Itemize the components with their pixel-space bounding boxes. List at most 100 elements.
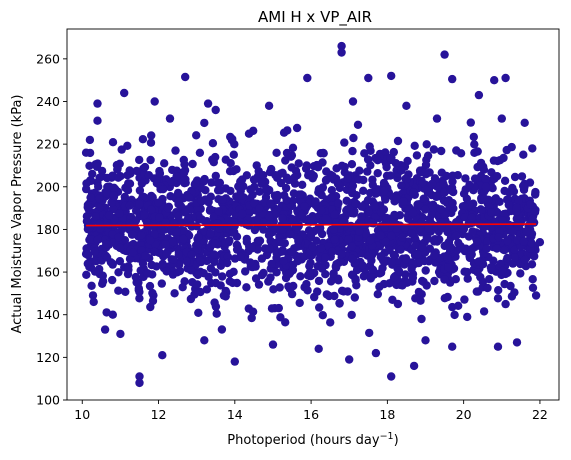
cloud-point [487, 208, 496, 217]
cloud-point [171, 146, 180, 155]
cloud-point [241, 219, 251, 229]
cloud-point [247, 243, 256, 253]
cloud-point [294, 235, 303, 244]
cloud-point [482, 244, 491, 254]
cloud-point [481, 174, 490, 184]
cloud-point [365, 142, 374, 151]
cloud-point [228, 228, 238, 237]
data-point [81, 148, 91, 157]
cloud-point [196, 256, 205, 265]
cloud-point [473, 147, 482, 156]
cloud-point [90, 247, 100, 257]
cloud-point [193, 205, 202, 214]
cloud-point [175, 266, 185, 276]
cloud-point [489, 156, 499, 165]
y-tick-label: 220 [36, 137, 60, 152]
cloud-point [498, 216, 507, 225]
cloud-point [290, 173, 299, 182]
cloud-point [446, 186, 455, 195]
cloud-point [517, 172, 527, 181]
cloud-point [272, 268, 281, 277]
cloud-point [408, 273, 418, 282]
cloud-point [361, 229, 370, 239]
cloud-point [513, 235, 522, 245]
cloud-point [398, 233, 407, 242]
cloud-point [146, 302, 155, 312]
cloud-point [351, 199, 360, 208]
cloud-point [448, 177, 457, 186]
data-point [432, 114, 442, 123]
cloud-point [357, 202, 366, 211]
cloud-point [140, 162, 150, 172]
cloud-point [265, 219, 275, 229]
cloud-point [192, 222, 201, 231]
cloud-point [186, 266, 196, 275]
cloud-point [131, 272, 140, 282]
data-point [181, 72, 190, 82]
cloud-point [218, 272, 227, 281]
cloud-point [225, 236, 234, 245]
cloud-point [102, 188, 112, 198]
cloud-point [114, 286, 123, 295]
chart-title: AMI H x VP_AIR [258, 8, 372, 27]
cloud-point [271, 171, 280, 180]
cloud-point [459, 224, 469, 234]
cloud-point [492, 172, 502, 181]
cloud-point [226, 186, 235, 196]
cloud-point [138, 135, 148, 144]
cloud-point [363, 167, 372, 176]
cloud-point [508, 183, 517, 193]
data-point [345, 355, 354, 364]
cloud-point [392, 224, 401, 233]
cloud-point [401, 270, 410, 279]
cloud-point [321, 253, 330, 262]
cloud-point [114, 232, 123, 242]
cloud-point [145, 236, 155, 245]
cloud-point [351, 276, 360, 285]
cloud-point [343, 174, 352, 183]
data-point [448, 342, 457, 351]
cloud-point [448, 171, 457, 180]
cloud-point [440, 275, 449, 284]
cloud-point [355, 227, 364, 236]
data-point [165, 114, 175, 123]
cloud-point [360, 149, 369, 158]
cloud-point [298, 210, 307, 220]
cloud-point [210, 298, 219, 307]
cloud-point [272, 148, 281, 157]
data-point [364, 73, 373, 83]
cloud-point [402, 255, 411, 264]
cloud-point [180, 208, 190, 217]
data-point [501, 73, 510, 83]
cloud-point [450, 310, 459, 320]
cloud-point [174, 197, 184, 206]
cloud-point [423, 151, 433, 160]
cloud-point [368, 265, 378, 274]
cloud-point [135, 155, 144, 165]
cloud-point [86, 193, 95, 202]
cloud-point [365, 328, 374, 338]
cloud-point [203, 219, 212, 229]
cloud-point [373, 156, 382, 165]
cloud-point [429, 145, 439, 154]
cloud-point [192, 131, 201, 140]
cloud-point [380, 257, 389, 267]
data-point [203, 99, 213, 108]
data-point [230, 357, 239, 366]
cloud-point [420, 256, 429, 266]
cloud-point [387, 231, 396, 241]
cloud-point [108, 275, 117, 285]
cloud-point [259, 268, 268, 278]
cloud-point [409, 188, 418, 197]
cloud-point [147, 131, 156, 140]
cloud-point [502, 145, 511, 155]
cloud-point [143, 269, 153, 278]
cloud-point [95, 173, 104, 182]
cloud-point [308, 174, 317, 183]
cloud-point [461, 174, 470, 183]
cloud-point [519, 182, 528, 191]
cloud-point [499, 153, 508, 163]
cloud-point [386, 171, 395, 180]
x-axis-label-superscript: −1 [380, 431, 394, 442]
cloud-point [210, 239, 220, 248]
